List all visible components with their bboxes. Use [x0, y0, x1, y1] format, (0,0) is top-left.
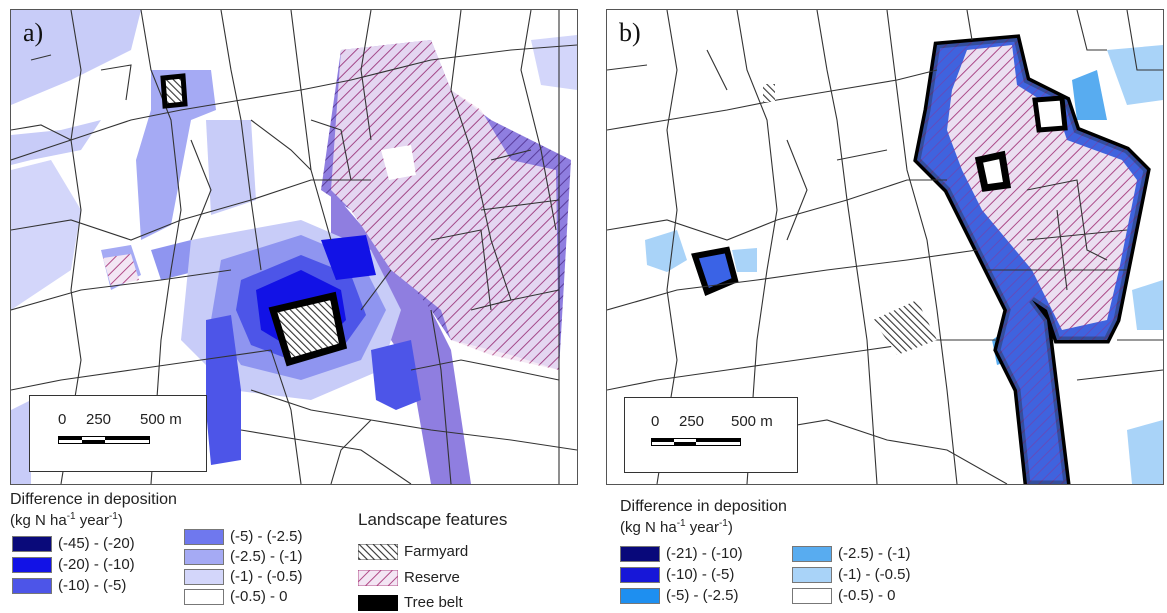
scale-graphic: [651, 438, 741, 446]
tree-belt-solid-icon: [358, 594, 398, 611]
farmyard-hatch-icon: [358, 543, 398, 560]
farmyards-b: [763, 84, 937, 355]
map-b-canvas: [607, 10, 1163, 484]
landscape-features-title: Landscape features: [358, 510, 508, 529]
legend-class-item: (-5) - (-2.5): [184, 528, 303, 545]
unit-suffix: ): [727, 519, 733, 536]
legend-swatch: [620, 545, 660, 562]
legend-item-farmyard: Farmyard: [358, 543, 468, 560]
legend-item-reserve: Reserve: [358, 569, 460, 586]
unit-sup: -1: [676, 518, 686, 529]
unit-sup: -1: [718, 518, 728, 529]
legend-swatch: [12, 577, 52, 594]
legend-class-label: (-5) - (-2.5): [230, 528, 303, 545]
legend-class-label: (-20) - (-10): [58, 556, 135, 573]
legend-swatch: [184, 588, 224, 605]
legend-class-item: (-45) - (-20): [12, 535, 135, 552]
legend-swatch: [184, 528, 224, 545]
unit-prefix: (kg N ha: [620, 519, 677, 536]
reserve-hatch-icon: [358, 569, 398, 586]
unit-sup: -1: [108, 511, 118, 522]
legend-class-label: (-10) - (-5): [666, 566, 735, 583]
unit-prefix: (kg N ha: [10, 512, 67, 529]
scale-mid-label: 250: [86, 411, 112, 428]
legend-swatch: [12, 556, 52, 573]
scale-end-label: 500 m: [731, 413, 773, 430]
legend-class-label: (-5) - (-2.5): [666, 587, 739, 604]
legend-swatch: [792, 545, 832, 562]
legend-class-item: (-10) - (-5): [12, 577, 126, 594]
legend-swatch: [184, 568, 224, 585]
farmyards-a: [160, 73, 348, 367]
panel-label-a: a): [23, 18, 44, 47]
map-panel-a: a) 0 250 500 m: [10, 9, 578, 485]
legend-class-item: (-20) - (-10): [12, 556, 135, 573]
legend-b-unit: (kg N ha-1 year-1): [620, 518, 733, 536]
panel-label-b: b): [619, 18, 641, 47]
legend-class-item: (-1) - (-0.5): [792, 566, 911, 583]
legend-swatch: [620, 587, 660, 604]
legend-swatch: [620, 566, 660, 583]
legend-class-item: (-10) - (-5): [620, 566, 734, 583]
map-a-canvas: [11, 10, 577, 484]
legend-class-label: (-1) - (-0.5): [838, 566, 911, 583]
legend-b-title: Difference in deposition: [620, 498, 787, 515]
legend-class-label: (-1) - (-0.5): [230, 568, 303, 585]
unit-mid: year: [75, 512, 109, 529]
legend-class-item: (-21) - (-10): [620, 545, 743, 562]
legend-class-item: (-0.5) - 0: [184, 588, 288, 605]
scale-graphic: [58, 436, 150, 444]
legend-swatch: [792, 587, 832, 604]
scale-zero-label: 0: [58, 411, 67, 428]
legend-a-title: Difference in deposition: [10, 491, 177, 508]
scale-bar-a: 0 250 500 m: [29, 395, 207, 472]
legend-class-label: (-21) - (-10): [666, 545, 743, 562]
legend-label: Reserve: [404, 569, 460, 586]
legend-class-item: (-0.5) - 0: [792, 587, 896, 604]
field-boundaries-a: [11, 10, 577, 484]
legend-class-label: (-10) - (-5): [58, 577, 127, 594]
unit-mid: year: [685, 519, 719, 536]
legend-swatch: [792, 566, 832, 583]
legend-a-unit: (kg N ha-1 year-1): [10, 511, 123, 529]
legend-class-label: (-45) - (-20): [58, 535, 135, 552]
legend-class-label: (-2.5) - (-1): [230, 548, 303, 565]
legend-class-item: (-1) - (-0.5): [184, 568, 303, 585]
map-panel-b: b) 0 250 500 m: [606, 9, 1164, 485]
legend-item-tree-belt: Tree belt: [358, 594, 463, 611]
legend-class-item: (-5) - (-2.5): [620, 587, 739, 604]
scale-bar-b: 0 250 500 m: [624, 397, 798, 473]
legend-swatch: [12, 535, 52, 552]
scale-end-label: 500 m: [140, 411, 182, 428]
legend-class-label: (-0.5) - 0: [230, 588, 288, 605]
reserve-areas-a: [103, 40, 559, 370]
legend-class-item: (-2.5) - (-1): [792, 545, 911, 562]
legend-class-label: (-0.5) - 0: [838, 587, 896, 604]
legend-class-item: (-2.5) - (-1): [184, 548, 303, 565]
unit-suffix: ): [117, 512, 123, 529]
scale-mid-label: 250: [679, 413, 705, 430]
unit-sup: -1: [66, 511, 76, 522]
legend-class-label: (-2.5) - (-1): [838, 545, 911, 562]
legend-swatch: [184, 548, 224, 565]
legend-label: Farmyard: [404, 543, 469, 560]
scale-zero-label: 0: [651, 413, 660, 430]
legend-label: Tree belt: [404, 594, 463, 611]
